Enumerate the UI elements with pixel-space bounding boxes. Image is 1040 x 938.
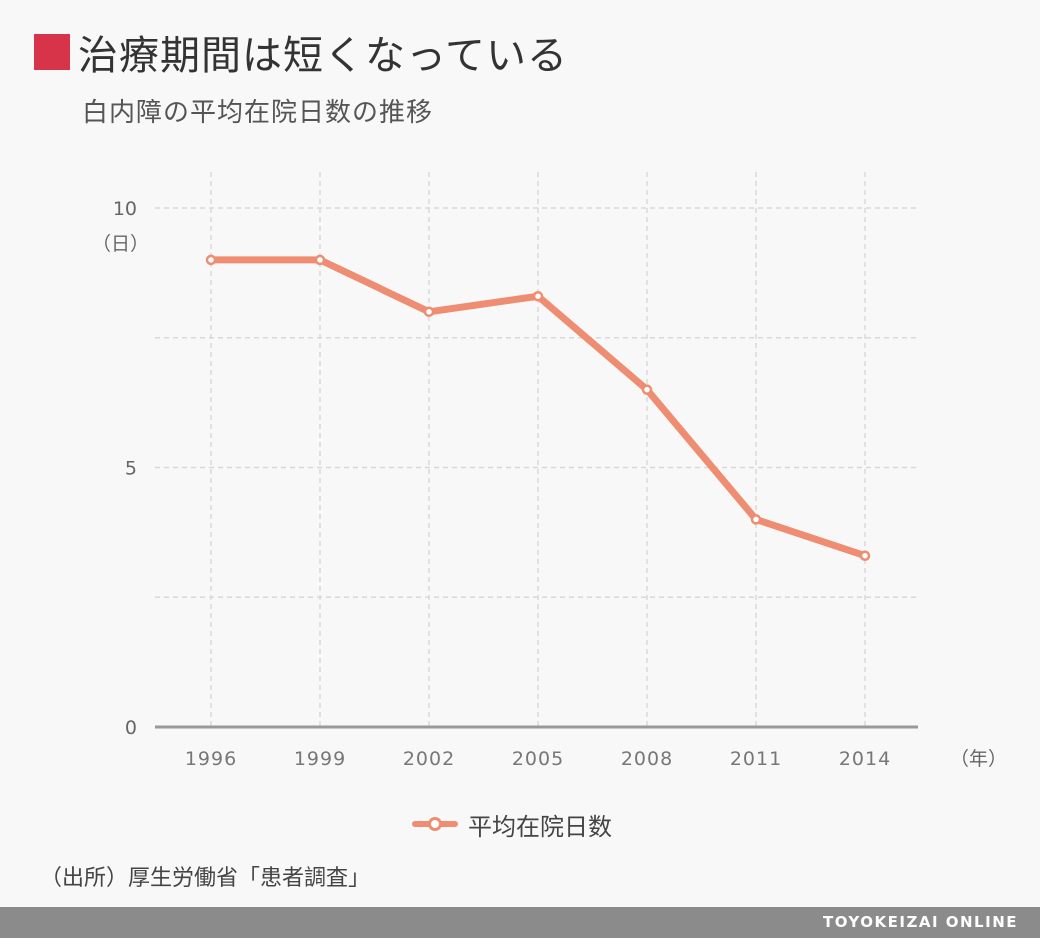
data-point-2011: [750, 514, 762, 525]
x-tick-label: 2002: [403, 748, 455, 770]
chart-title: 治療期間は短くなっている: [78, 33, 568, 79]
x-axis-unit: （年）: [950, 748, 1007, 770]
footer-bar: TOYOKEIZAI ONLINE: [0, 907, 1040, 938]
x-tick-label: 1999: [294, 748, 346, 770]
x-tick-label: 2005: [512, 748, 564, 770]
data-point-2002: [423, 306, 435, 318]
data-point-2005: [532, 290, 544, 302]
title-row: 治療期間は短くなっている: [34, 28, 568, 79]
y-axis-unit: （日）: [92, 233, 149, 255]
x-tick-label: 2008: [621, 748, 673, 770]
footer-brand: TOYOKEIZAI ONLINE: [822, 913, 1018, 931]
x-tick-label: 2011: [730, 748, 782, 770]
x-tick-label: 1996: [185, 748, 237, 770]
chart-subtitle: 白内障の平均在院日数の推移: [82, 98, 434, 128]
legend-swatch: [412, 806, 458, 842]
x-tick-label: 2014: [839, 748, 891, 770]
data-point-1996: [205, 254, 217, 266]
y-tick-label: 0: [125, 717, 137, 739]
data-point-2008: [641, 384, 653, 395]
y-tick-label: 10: [113, 198, 137, 220]
legend-label: 平均在院日数: [468, 812, 612, 841]
data-point-2014: [859, 550, 871, 561]
legend: 平均在院日数: [412, 806, 612, 842]
source-note: （出所）厚生労働省「患者調査」: [40, 866, 371, 891]
y-tick-label: 5: [125, 458, 137, 480]
data-point-1999: [314, 254, 326, 266]
title-marker: [34, 34, 70, 70]
